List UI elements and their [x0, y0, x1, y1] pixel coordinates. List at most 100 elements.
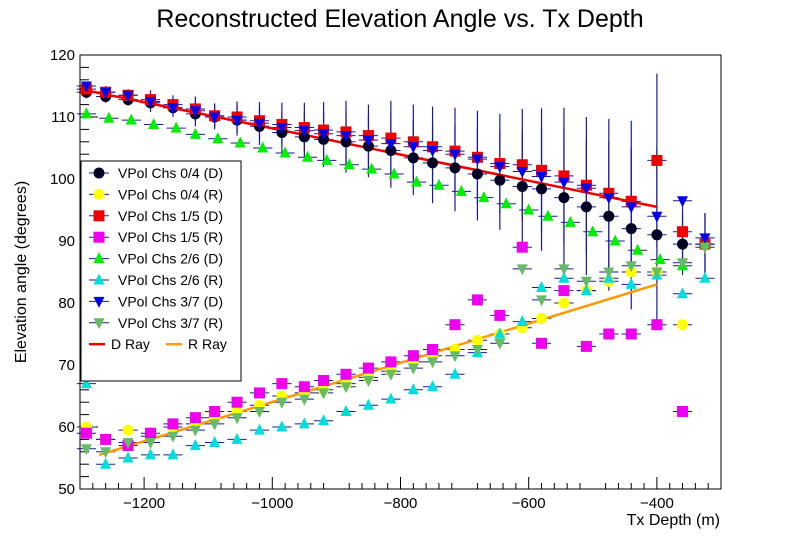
- data-point: [651, 211, 663, 223]
- data-point: [625, 261, 637, 273]
- y-tick-label: 120: [50, 47, 75, 64]
- y-tick-label: 50: [58, 481, 75, 498]
- data-point: [494, 174, 506, 186]
- data-point: [471, 168, 483, 180]
- data-point: [100, 87, 112, 99]
- data-point: [80, 107, 92, 119]
- legend-label: D Ray: [111, 336, 150, 352]
- data-point: [276, 123, 288, 135]
- data-point: [298, 381, 310, 393]
- data-point: [209, 112, 221, 124]
- y-tick-label: 100: [50, 171, 75, 188]
- data-point: [385, 369, 397, 381]
- legend-marker: [93, 252, 105, 264]
- data-point: [427, 344, 439, 355]
- data-point: [167, 431, 179, 443]
- legend-marker: [93, 210, 105, 222]
- data-point: [362, 398, 374, 410]
- data-point: [340, 382, 352, 394]
- data-point: [189, 127, 201, 139]
- data-point: [145, 97, 157, 108]
- data-point: [449, 149, 461, 161]
- data-point: [536, 172, 548, 184]
- y-tick-label: 80: [58, 295, 75, 312]
- data-point: [580, 340, 592, 352]
- data-point: [558, 271, 570, 283]
- plot-frame: [79, 54, 722, 490]
- data-point: [471, 345, 483, 356]
- data-point: [449, 162, 461, 174]
- data-point: [302, 150, 314, 162]
- legend-marker: [93, 296, 105, 308]
- data-point: [699, 271, 711, 283]
- data-point: [253, 387, 265, 399]
- data-point: [523, 203, 535, 215]
- data-point: [580, 183, 592, 195]
- data-point: [632, 243, 644, 255]
- data-point: [625, 328, 637, 340]
- data-point: [366, 162, 378, 174]
- data-point: [231, 115, 243, 127]
- data-point: [209, 406, 221, 417]
- data-point: [471, 154, 483, 166]
- data-point: [625, 202, 637, 214]
- data-point: [427, 145, 439, 157]
- data-point: [231, 432, 243, 444]
- data-point: [100, 457, 112, 469]
- data-point: [276, 420, 288, 432]
- legend-label: R Ray: [188, 336, 227, 352]
- data-point: [279, 146, 291, 158]
- data-point: [189, 106, 201, 118]
- data-point: [564, 215, 576, 227]
- data-point: [449, 319, 461, 331]
- data-point: [516, 167, 528, 179]
- data-point: [340, 405, 352, 416]
- data-point: [385, 132, 397, 144]
- data-point: [122, 424, 134, 436]
- data-point: [654, 253, 666, 265]
- data-point: [209, 419, 221, 431]
- data-point: [699, 242, 711, 254]
- legend-label: VPol Chs 3/7 (R): [118, 315, 223, 331]
- data-point: [253, 407, 265, 418]
- data-point: [148, 117, 160, 129]
- legend-marker: [93, 318, 105, 330]
- legend-label: VPol Chs 0/4 (R): [118, 186, 223, 202]
- data-point: [603, 210, 615, 222]
- data-point: [677, 406, 689, 417]
- data-point: [536, 164, 548, 176]
- data-point: [407, 142, 419, 154]
- data-point: [362, 376, 374, 387]
- data-point: [609, 234, 621, 246]
- data-point: [100, 433, 112, 445]
- data-point: [385, 139, 397, 151]
- data-point: [603, 328, 615, 340]
- data-point: [516, 159, 528, 171]
- data-point: [651, 154, 663, 166]
- data-point: [167, 418, 179, 430]
- tick-label-layer: −1200 −1000 −800 −600 −400 50 60 70 80 90 100 110 12…: [50, 47, 674, 512]
- legend-label: VPol Chs 2/6 (R): [118, 272, 223, 288]
- x-tick-label: −1000: [251, 495, 293, 512]
- y-tick-label: 90: [58, 233, 75, 250]
- chart-title: Reconstructed Elevation Angle vs. Tx Dep…: [156, 5, 643, 33]
- legend-label: VPol Chs 0/4 (D): [118, 165, 223, 181]
- data-point: [677, 287, 689, 299]
- data-point: [234, 136, 246, 148]
- data-point: [536, 337, 548, 349]
- data-point: [407, 152, 419, 164]
- data-point: [122, 451, 134, 463]
- data-point: [167, 448, 179, 460]
- data-point: [651, 267, 663, 279]
- data-point: [231, 413, 243, 425]
- data-point: [407, 350, 419, 362]
- data-point: [253, 118, 265, 130]
- data-point: [411, 175, 423, 187]
- data-point: [603, 193, 615, 205]
- data-point: [343, 158, 355, 170]
- data-point: [471, 334, 483, 346]
- data-point: [340, 368, 352, 380]
- data-point: [558, 192, 570, 204]
- data-point: [100, 447, 112, 459]
- data-point: [580, 276, 592, 288]
